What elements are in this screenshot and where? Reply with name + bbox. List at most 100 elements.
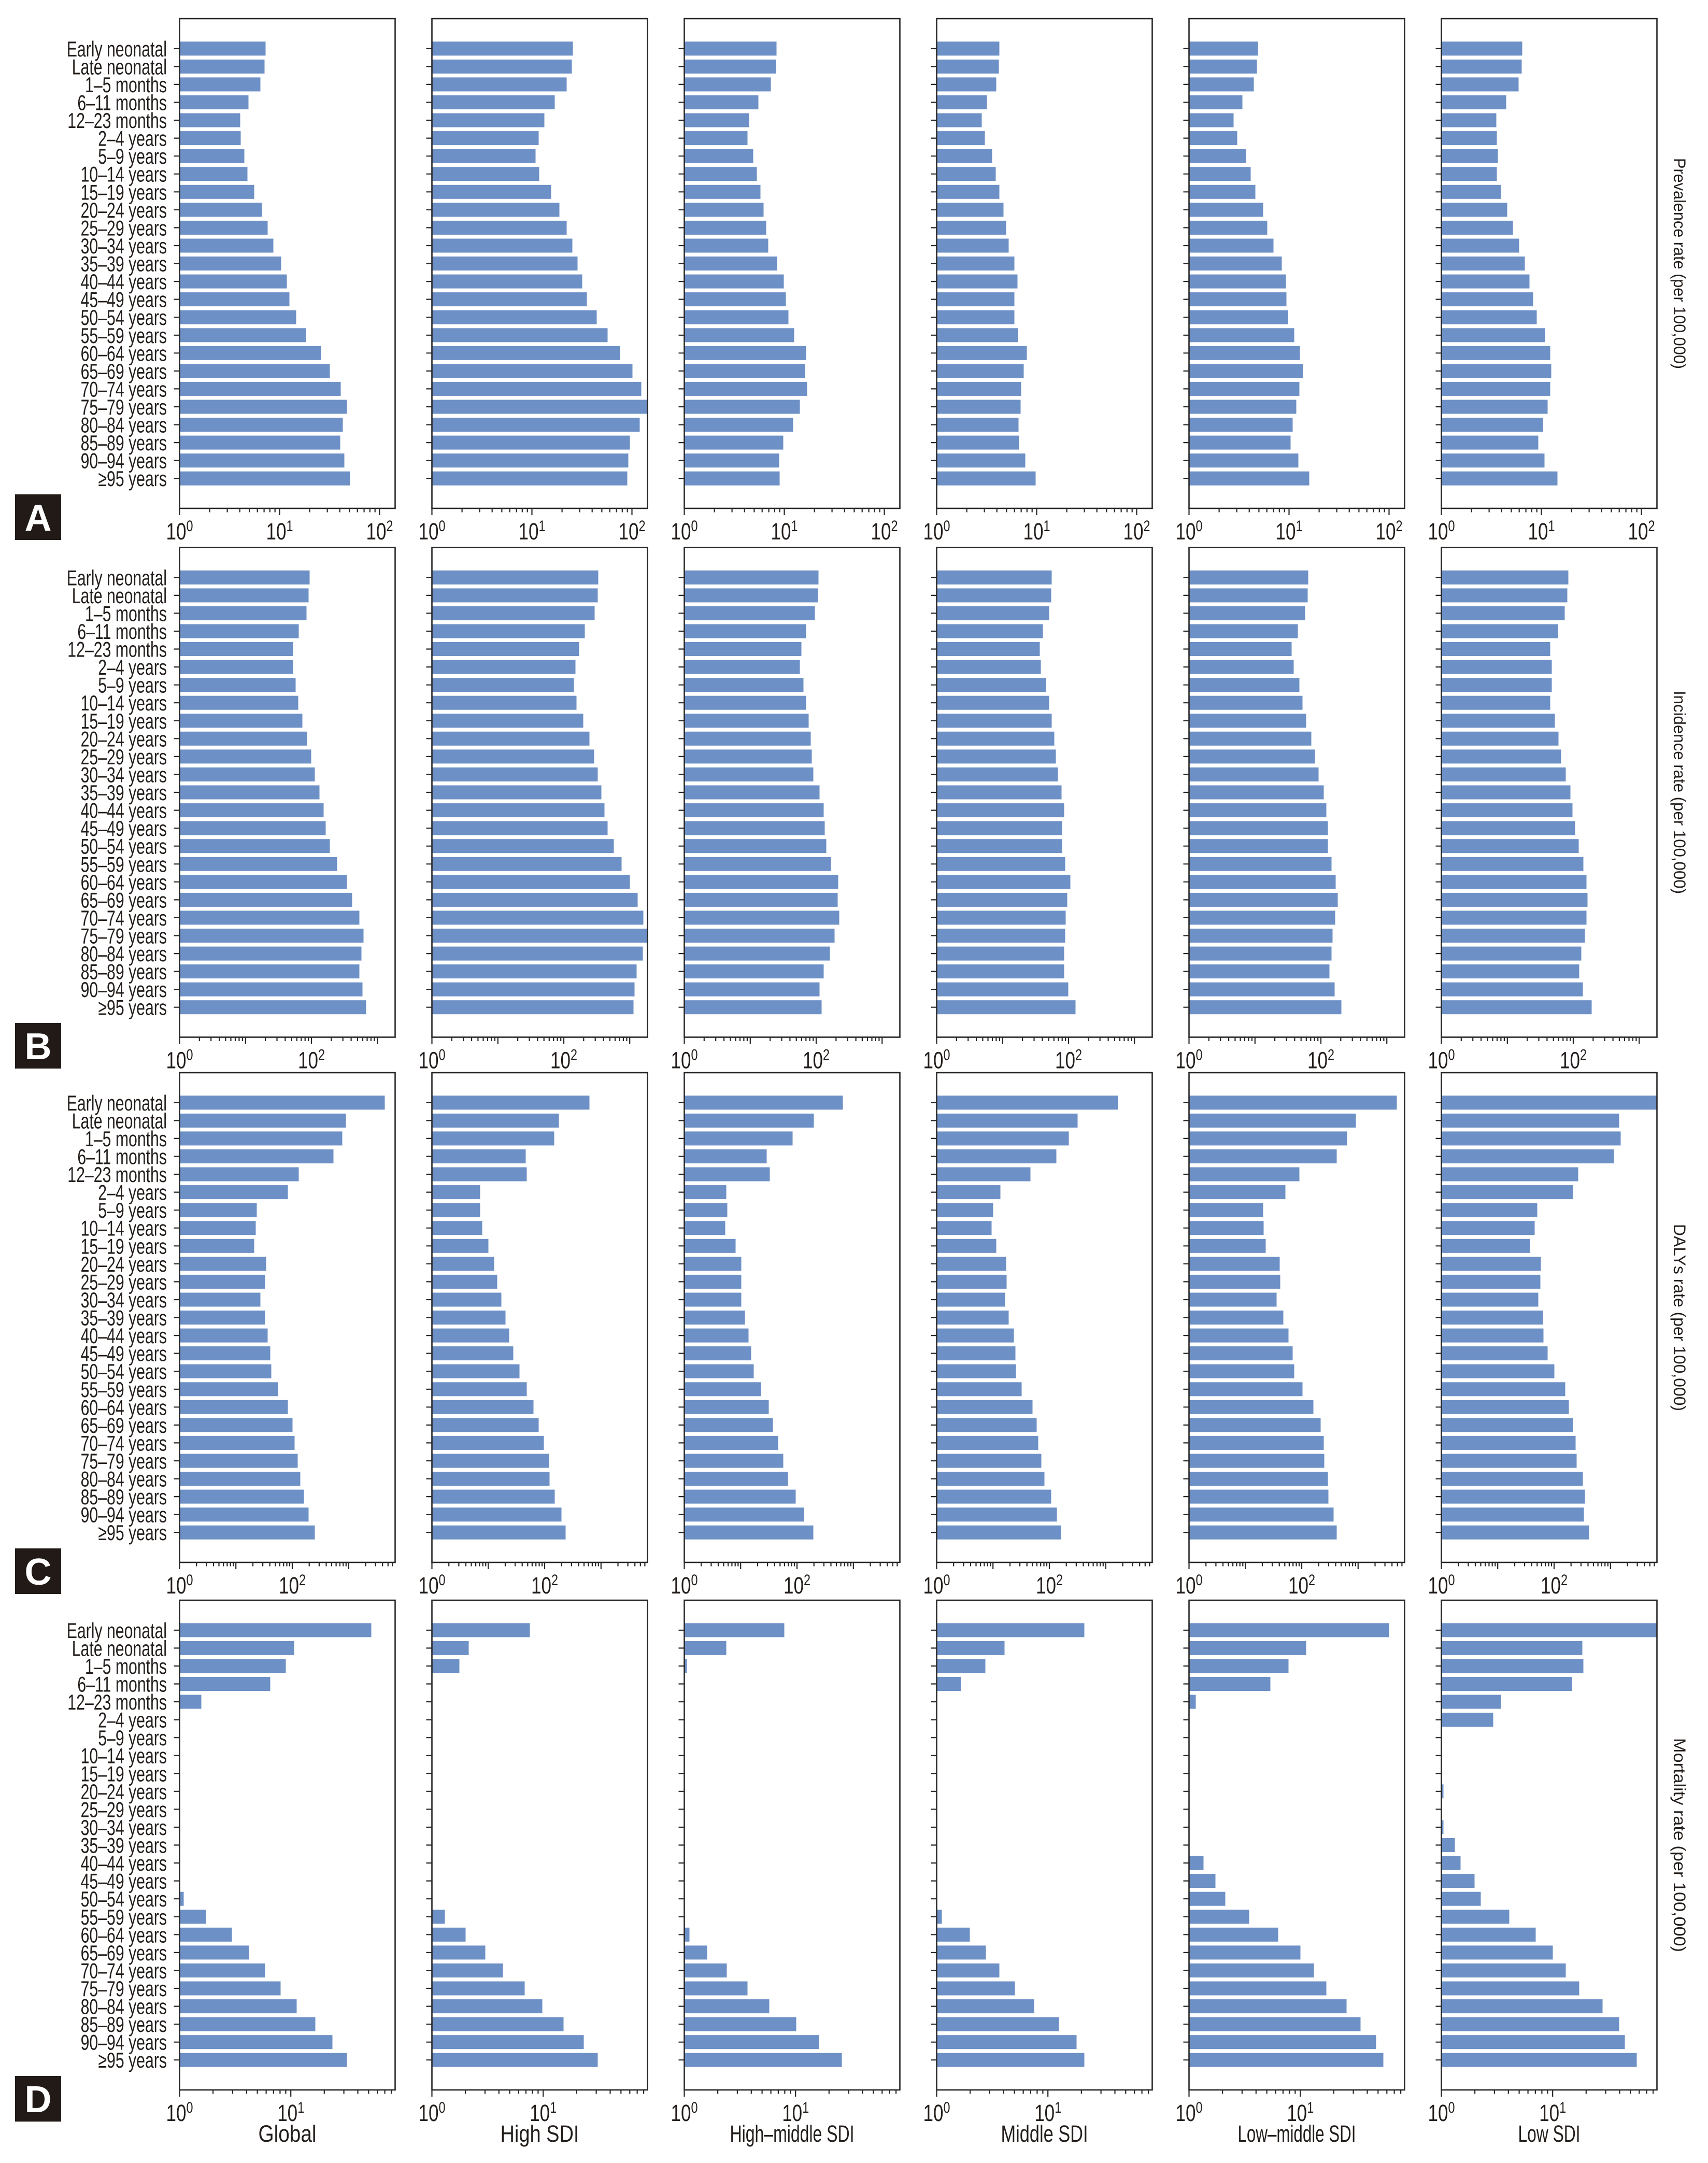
svg-text:Early neonatal: Early neonatal: [67, 1091, 167, 1115]
svg-text:100: 100: [419, 1572, 446, 1599]
svg-text:45–49 years: 45–49 years: [81, 816, 167, 841]
svg-text:30–34 years: 30–34 years: [81, 1815, 167, 1840]
svg-text:70–74 years: 70–74 years: [81, 1431, 167, 1455]
svg-text:55–59 years: 55–59 years: [81, 1377, 167, 1402]
svg-text:6–11 months: 6–11 months: [77, 1672, 167, 1697]
svg-text:20–24 years: 20–24 years: [81, 1780, 167, 1804]
svg-text:50–54 years: 50–54 years: [81, 834, 167, 859]
svg-text:≥95 years: ≥95 years: [98, 2048, 167, 2072]
svg-text:101: 101: [771, 518, 798, 545]
svg-text:15–19 years: 15–19 years: [81, 1234, 167, 1258]
svg-text:10–14 years: 10–14 years: [81, 162, 167, 187]
svg-text:70–74 years: 70–74 years: [81, 377, 167, 401]
svg-text:70–74 years: 70–74 years: [81, 906, 167, 930]
svg-text:90–94 years: 90–94 years: [81, 2030, 167, 2055]
svg-text:10–14 years: 10–14 years: [81, 1744, 167, 1768]
svg-text:85–89 years: 85–89 years: [81, 960, 167, 984]
svg-text:35–39 years: 35–39 years: [81, 252, 167, 276]
svg-text:Global: Global: [259, 2121, 317, 2147]
svg-text:65–69 years: 65–69 years: [81, 888, 167, 912]
svg-text:25–29 years: 25–29 years: [81, 1270, 167, 1294]
svg-text:35–39 years: 35–39 years: [81, 1306, 167, 1330]
svg-text:100: 100: [419, 1047, 446, 1074]
svg-text:≥95 years: ≥95 years: [98, 466, 167, 491]
svg-text:6–11 months: 6–11 months: [77, 91, 167, 115]
svg-text:5–9 years: 5–9 years: [98, 673, 167, 698]
svg-text:100: 100: [1428, 1572, 1455, 1599]
svg-text:2–4 years: 2–4 years: [98, 1180, 167, 1205]
svg-text:102: 102: [1123, 518, 1150, 545]
svg-text:Low SDI: Low SDI: [1518, 2121, 1581, 2147]
svg-text:75–79 years: 75–79 years: [81, 1449, 167, 1473]
svg-text:75–79 years: 75–79 years: [81, 924, 167, 948]
svg-text:70–74 years: 70–74 years: [81, 1958, 167, 1983]
svg-text:75–79 years: 75–79 years: [81, 1976, 167, 2001]
svg-text:75–79 years: 75–79 years: [81, 395, 167, 419]
svg-text:B: B: [25, 1026, 52, 1068]
svg-text:101: 101: [1539, 2099, 1566, 2126]
svg-text:55–59 years: 55–59 years: [81, 852, 167, 876]
svg-text:80–84 years: 80–84 years: [81, 413, 167, 437]
svg-text:C: C: [25, 1552, 52, 1593]
svg-text:20–24 years: 20–24 years: [81, 727, 167, 751]
svg-text:55–59 years: 55–59 years: [81, 1905, 167, 1929]
svg-text:12–23 months: 12–23 months: [67, 637, 167, 662]
svg-text:65–69 years: 65–69 years: [81, 1941, 167, 1965]
svg-text:102: 102: [1560, 1047, 1587, 1074]
svg-text:101: 101: [1034, 2099, 1061, 2126]
svg-text:Late neonatal: Late neonatal: [72, 1636, 167, 1660]
svg-text:1–5 months: 1–5 months: [85, 601, 167, 625]
svg-text:102: 102: [871, 518, 898, 545]
svg-text:85–89 years: 85–89 years: [81, 2012, 167, 2037]
svg-text:Early neonatal: Early neonatal: [67, 565, 167, 590]
svg-text:80–84 years: 80–84 years: [81, 1995, 167, 2019]
svg-text:15–19 years: 15–19 years: [81, 709, 167, 733]
svg-text:12–23 months: 12–23 months: [67, 108, 167, 133]
svg-text:55–59 years: 55–59 years: [81, 323, 167, 348]
svg-text:100: 100: [1176, 2099, 1203, 2126]
svg-text:12–23 months: 12–23 months: [67, 1690, 167, 1714]
svg-text:A: A: [25, 497, 52, 539]
svg-text:100: 100: [166, 518, 193, 545]
svg-text:10–14 years: 10–14 years: [81, 691, 167, 715]
svg-text:2–4 years: 2–4 years: [98, 1708, 167, 1732]
svg-text:101: 101: [1528, 518, 1555, 545]
svg-text:15–19 years: 15–19 years: [81, 180, 167, 204]
svg-text:102: 102: [784, 1572, 810, 1599]
svg-text:40–44 years: 40–44 years: [81, 1851, 167, 1875]
svg-text:45–49 years: 45–49 years: [81, 1342, 167, 1366]
svg-text:100: 100: [923, 518, 950, 545]
svg-text:50–54 years: 50–54 years: [81, 1887, 167, 1911]
svg-text:85–89 years: 85–89 years: [81, 431, 167, 455]
svg-text:102: 102: [1541, 1572, 1568, 1599]
svg-text:10–14 years: 10–14 years: [81, 1216, 167, 1241]
svg-text:40–44 years: 40–44 years: [81, 799, 167, 823]
svg-text:Incidence rate (per 100,000): Incidence rate (per 100,000): [1670, 691, 1689, 894]
svg-text:60–64 years: 60–64 years: [81, 1395, 167, 1419]
svg-text:Early neonatal: Early neonatal: [67, 37, 167, 61]
svg-text:100: 100: [671, 1572, 698, 1599]
svg-text:30–34 years: 30–34 years: [81, 234, 167, 258]
svg-text:1–5 months: 1–5 months: [85, 73, 167, 97]
svg-text:25–29 years: 25–29 years: [81, 216, 167, 240]
svg-text:≥95 years: ≥95 years: [98, 995, 167, 1020]
svg-text:1–5 months: 1–5 months: [85, 1654, 167, 1678]
svg-text:35–39 years: 35–39 years: [81, 780, 167, 805]
svg-text:35–39 years: 35–39 years: [81, 1833, 167, 1858]
svg-text:Low–middle SDI: Low–middle SDI: [1238, 2121, 1356, 2147]
svg-text:Late neonatal: Late neonatal: [72, 54, 167, 79]
svg-text:≥95 years: ≥95 years: [98, 1520, 167, 1545]
svg-text:12–23 months: 12–23 months: [67, 1162, 167, 1187]
svg-text:90–94 years: 90–94 years: [81, 449, 167, 473]
svg-text:40–44 years: 40–44 years: [81, 1324, 167, 1348]
svg-text:High–middle SDI: High–middle SDI: [730, 2121, 855, 2147]
svg-text:1–5 months: 1–5 months: [85, 1127, 167, 1151]
svg-text:30–34 years: 30–34 years: [81, 1288, 167, 1312]
svg-text:5–9 years: 5–9 years: [98, 1198, 167, 1222]
svg-text:Early neonatal: Early neonatal: [67, 1618, 167, 1643]
svg-text:85–89 years: 85–89 years: [81, 1485, 167, 1509]
svg-text:2–4 years: 2–4 years: [98, 655, 167, 679]
svg-text:60–64 years: 60–64 years: [81, 1923, 167, 1947]
svg-text:20–24 years: 20–24 years: [81, 1252, 167, 1276]
svg-text:25–29 years: 25–29 years: [81, 1797, 167, 1822]
